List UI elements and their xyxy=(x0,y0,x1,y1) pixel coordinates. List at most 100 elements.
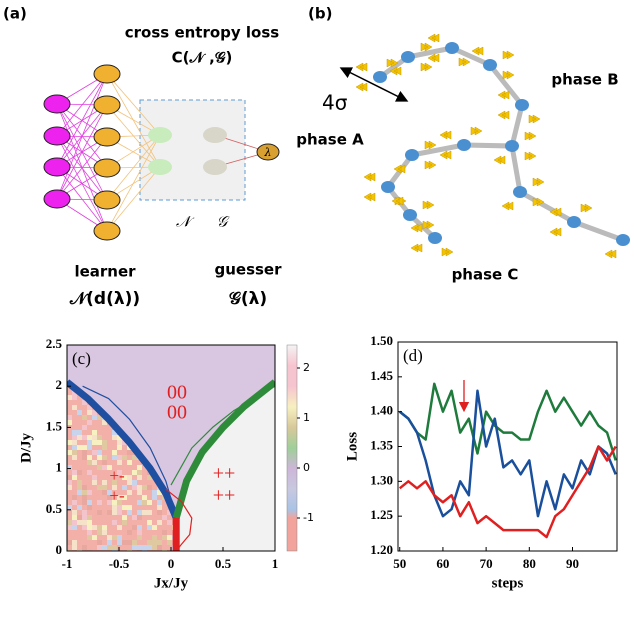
colorbar-tick-label: -1 xyxy=(303,511,314,524)
noise-cell xyxy=(137,500,142,505)
noise-cell xyxy=(137,470,142,475)
x-axis-label: steps xyxy=(492,575,524,591)
noise-cell xyxy=(157,520,162,525)
scale-arrow xyxy=(339,67,409,102)
noise-cell xyxy=(67,415,72,420)
learner-box xyxy=(139,99,246,201)
spin-arrow xyxy=(532,197,545,207)
noise-cell xyxy=(92,535,97,540)
noise-cell xyxy=(102,490,107,495)
noise-cell xyxy=(132,455,137,460)
noise-cell xyxy=(112,500,117,505)
y-tick-label: 2.5 xyxy=(46,336,63,351)
noise-cell xyxy=(127,530,132,535)
noise-cell xyxy=(157,490,162,495)
noise-cell xyxy=(72,525,77,530)
noise-cell xyxy=(147,525,152,530)
noise-cell xyxy=(112,520,117,525)
noise-cell xyxy=(157,540,162,545)
noise-cell xyxy=(107,465,112,470)
noise-cell xyxy=(72,495,77,500)
latent-node xyxy=(203,159,227,175)
noise-cell xyxy=(132,470,137,475)
noise-cell xyxy=(157,510,162,515)
x-axis-label: Jx/Jy xyxy=(154,575,189,591)
noise-cell xyxy=(107,490,112,495)
site xyxy=(401,51,415,63)
noise-cell xyxy=(112,545,117,550)
spin-arrow xyxy=(410,243,423,253)
noise-cell xyxy=(92,440,97,445)
noise-cell xyxy=(132,545,137,550)
noise-cell xyxy=(67,480,72,485)
noise-cell xyxy=(67,440,72,445)
noise-cell xyxy=(97,545,102,550)
bond xyxy=(405,45,455,60)
spin-arrow xyxy=(502,50,515,60)
noise-cell xyxy=(72,545,77,550)
noise-cell xyxy=(87,410,92,415)
noise-cell xyxy=(147,545,152,550)
noise-cell xyxy=(87,405,92,410)
output-label: λ xyxy=(264,146,272,159)
colorbar xyxy=(286,344,298,552)
latent-node xyxy=(148,159,172,175)
noise-cell xyxy=(112,535,117,540)
series-line xyxy=(82,385,175,510)
noise-cell xyxy=(97,510,102,515)
x-tick-label: -1 xyxy=(62,556,73,571)
noise-cell xyxy=(117,435,122,440)
noise-cell xyxy=(127,505,132,510)
spin-arrow xyxy=(470,126,483,136)
spin-arrow xyxy=(424,140,437,150)
spin-arrow xyxy=(391,196,404,206)
loss-title: cross entropy loss xyxy=(125,24,280,42)
noise-cell xyxy=(112,485,117,490)
noise-cell xyxy=(92,460,97,465)
spin-arrow xyxy=(363,172,376,182)
hidden-node xyxy=(93,95,121,115)
noise-cell xyxy=(67,505,72,510)
colorbar-tick-label: 2 xyxy=(303,361,310,374)
site xyxy=(373,71,387,83)
noise-cell xyxy=(77,515,82,520)
noise-cell xyxy=(152,525,157,530)
spin-arrow xyxy=(458,57,471,67)
phase-label: phase C xyxy=(452,266,519,284)
noise-cell xyxy=(67,540,72,545)
noise-cell xyxy=(92,475,97,480)
spin-arrow xyxy=(427,33,440,43)
noise-cell xyxy=(142,485,147,490)
spin-arrow xyxy=(501,201,514,211)
edge xyxy=(106,166,161,232)
noise-cell xyxy=(112,505,117,510)
noise-cell xyxy=(132,515,137,520)
x-tick-label: -0.5 xyxy=(109,556,130,571)
phase-label: phase A xyxy=(296,131,364,149)
bond xyxy=(409,142,467,158)
noise-cell xyxy=(87,525,92,530)
series-line xyxy=(398,382,617,461)
noise-cell xyxy=(152,495,157,500)
noise-cell xyxy=(117,495,122,500)
noise-cell xyxy=(82,445,87,450)
noise-cell xyxy=(147,520,152,525)
spin-arrow xyxy=(604,249,617,259)
noise-cell xyxy=(137,525,142,530)
noise-cell xyxy=(92,480,97,485)
noise-cell xyxy=(122,515,127,520)
panel-label: (d) xyxy=(403,346,423,365)
noise-cell xyxy=(157,505,162,510)
y-tick-label: 1.45 xyxy=(370,368,393,383)
x-tick-label: 1 xyxy=(272,556,279,571)
noise-cell xyxy=(72,515,77,520)
noise-cell xyxy=(107,495,112,500)
noise-cell xyxy=(122,495,127,500)
noise-cell xyxy=(87,440,92,445)
noise-cell xyxy=(92,525,97,530)
site xyxy=(428,232,442,244)
noise-cell xyxy=(112,480,117,485)
noise-cell xyxy=(152,535,157,540)
noise-cell xyxy=(97,525,102,530)
